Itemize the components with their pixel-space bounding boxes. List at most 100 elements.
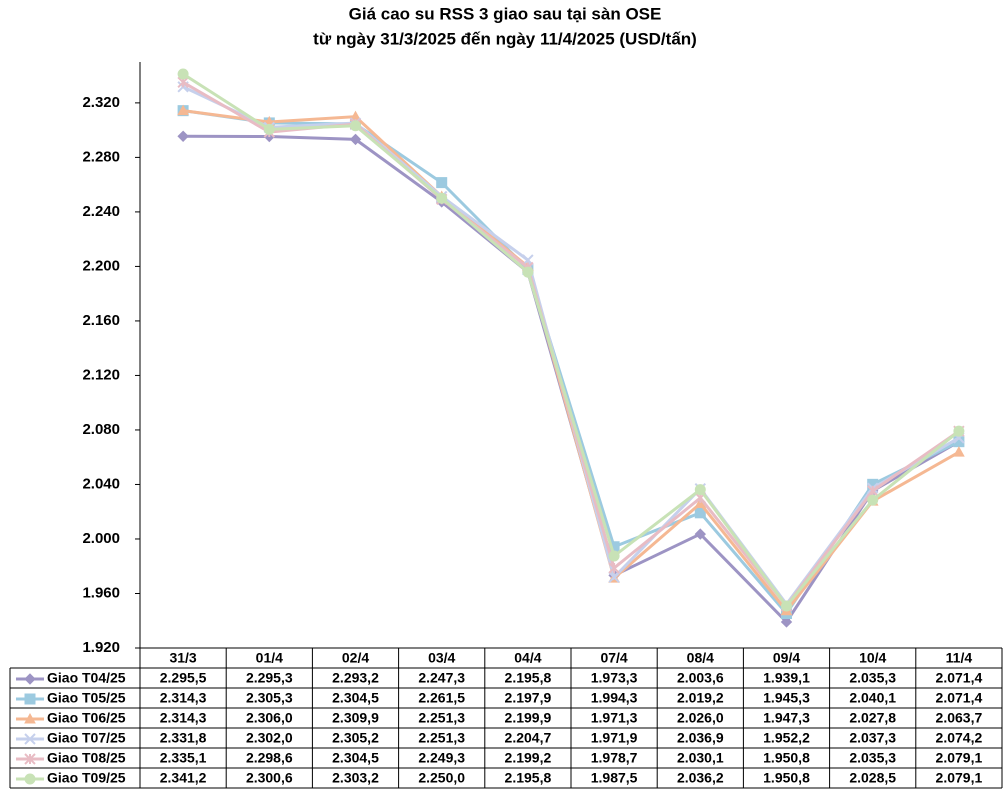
legend-marker [24, 673, 36, 685]
table-cell: 2.251,3 [418, 730, 465, 746]
legend-label: Giao T06/25 [47, 710, 126, 726]
point [436, 192, 448, 204]
point [953, 446, 965, 457]
legend-marker [24, 712, 36, 724]
table-cell: 2.250,0 [418, 770, 465, 786]
y-tick-label: 1.920 [82, 639, 120, 656]
table-cell: 2.030,1 [677, 750, 724, 766]
table-cell: 2.295,3 [246, 670, 293, 686]
point [780, 616, 793, 628]
table-cell: 2.341,2 [160, 770, 207, 786]
point [177, 130, 189, 142]
point [866, 485, 879, 497]
table-cell: 2.305,2 [332, 730, 379, 746]
table-cell: 2.199,9 [505, 710, 552, 726]
table-cell: 2.298,6 [246, 750, 293, 766]
table-cell: 2.036,9 [677, 730, 724, 746]
point [522, 266, 534, 278]
table-cell: 2.261,5 [418, 690, 465, 706]
table-cell: 2.003,6 [677, 670, 724, 686]
table-cell: 1.987,5 [591, 770, 638, 786]
point [781, 600, 792, 612]
table-cell: 2.305,3 [246, 690, 293, 706]
table-cell: 2.303,2 [332, 770, 379, 786]
table-cell: 2.306,0 [246, 710, 293, 726]
y-tick-label: 2.320 [82, 94, 120, 111]
series [177, 68, 965, 612]
table-cell: 1.971,3 [591, 710, 638, 726]
y-tick-label: 2.040 [82, 475, 120, 492]
table-cell: 2.300,6 [246, 770, 293, 786]
table-cell: 2.199,2 [505, 750, 552, 766]
table-cell: 2.028,5 [849, 770, 896, 786]
point [177, 68, 189, 80]
table-cell: 2.037,3 [849, 730, 896, 746]
y-tick-label: 1.960 [82, 584, 120, 601]
table-cell: 1.947,3 [763, 710, 810, 726]
line [183, 134, 960, 625]
legend-marker [24, 733, 36, 745]
point [694, 528, 707, 540]
table-cell: 2.249,3 [418, 750, 465, 766]
point [694, 484, 706, 496]
table-cell: 2.314,3 [160, 710, 207, 726]
legend-label: Giao T05/25 [47, 690, 126, 706]
x-tick-label: 10/4 [859, 650, 886, 666]
table-cell: 1.945,3 [763, 690, 810, 706]
table-cell: 2.040,1 [849, 690, 896, 706]
table-cell: 2.314,3 [160, 690, 207, 706]
table-cell: 2.293,2 [332, 670, 379, 686]
table-cell: 2.295,5 [160, 670, 207, 686]
table-cell: 1.973,3 [591, 670, 638, 686]
chart-title: Giá cao su RSS 3 giao sau tại sàn OSE [349, 4, 662, 23]
table-cell: 2.195,8 [505, 670, 552, 686]
table-cell: 2.331,8 [160, 730, 207, 746]
table-cell: 2.335,1 [160, 750, 207, 766]
table-cell: 2.304,5 [332, 690, 379, 706]
point [867, 494, 879, 506]
table-cell: 2.036,2 [677, 770, 724, 786]
point [350, 120, 361, 132]
point [608, 571, 620, 583]
point [436, 177, 448, 189]
x-tick-label: 04/4 [514, 650, 541, 666]
x-tick-label: 02/4 [342, 650, 369, 666]
table-cell: 1.971,9 [591, 730, 638, 746]
table-cell: 1.952,2 [763, 730, 810, 746]
table-cell: 2.302,0 [246, 730, 293, 746]
x-tick-label: 08/4 [687, 650, 714, 666]
table-cell: 2.074,2 [936, 730, 983, 746]
y-tick-label: 2.240 [82, 203, 120, 220]
table-cell: 2.309,9 [332, 710, 379, 726]
table-cell: 2.071,4 [936, 670, 983, 686]
table-cell: 2.071,4 [936, 690, 983, 706]
table-cell: 2.247,3 [418, 670, 465, 686]
point [177, 104, 189, 116]
table-cell: 2.027,8 [849, 710, 896, 726]
x-tick-label: 31/3 [169, 650, 196, 666]
legend-marker [24, 773, 36, 785]
table-cell: 2.079,1 [936, 770, 983, 786]
series [177, 104, 965, 616]
table-cell: 2.019,2 [677, 690, 724, 706]
y-tick-label: 2.080 [82, 421, 120, 438]
table-cell: 2.197,9 [505, 690, 552, 706]
table-cell: 1.950,8 [763, 770, 810, 786]
table-cell: 2.063,7 [936, 710, 983, 726]
x-tick-label: 07/4 [600, 650, 627, 666]
y-tick-label: 2.200 [82, 257, 120, 274]
line [182, 72, 960, 609]
legend-label: Giao T09/25 [47, 770, 126, 786]
x-tick-label: 09/4 [773, 650, 800, 666]
y-tick-label: 2.120 [82, 366, 120, 383]
point [263, 123, 275, 135]
x-tick-label: 03/4 [428, 650, 455, 666]
x-tick-label: 01/4 [256, 650, 283, 666]
point [953, 425, 965, 437]
legend-label: Giao T07/25 [47, 730, 126, 746]
legend-label: Giao T04/25 [47, 670, 126, 686]
table-cell: 2.251,3 [418, 710, 465, 726]
point [349, 133, 362, 146]
table-cell: 1.978,7 [591, 750, 638, 766]
